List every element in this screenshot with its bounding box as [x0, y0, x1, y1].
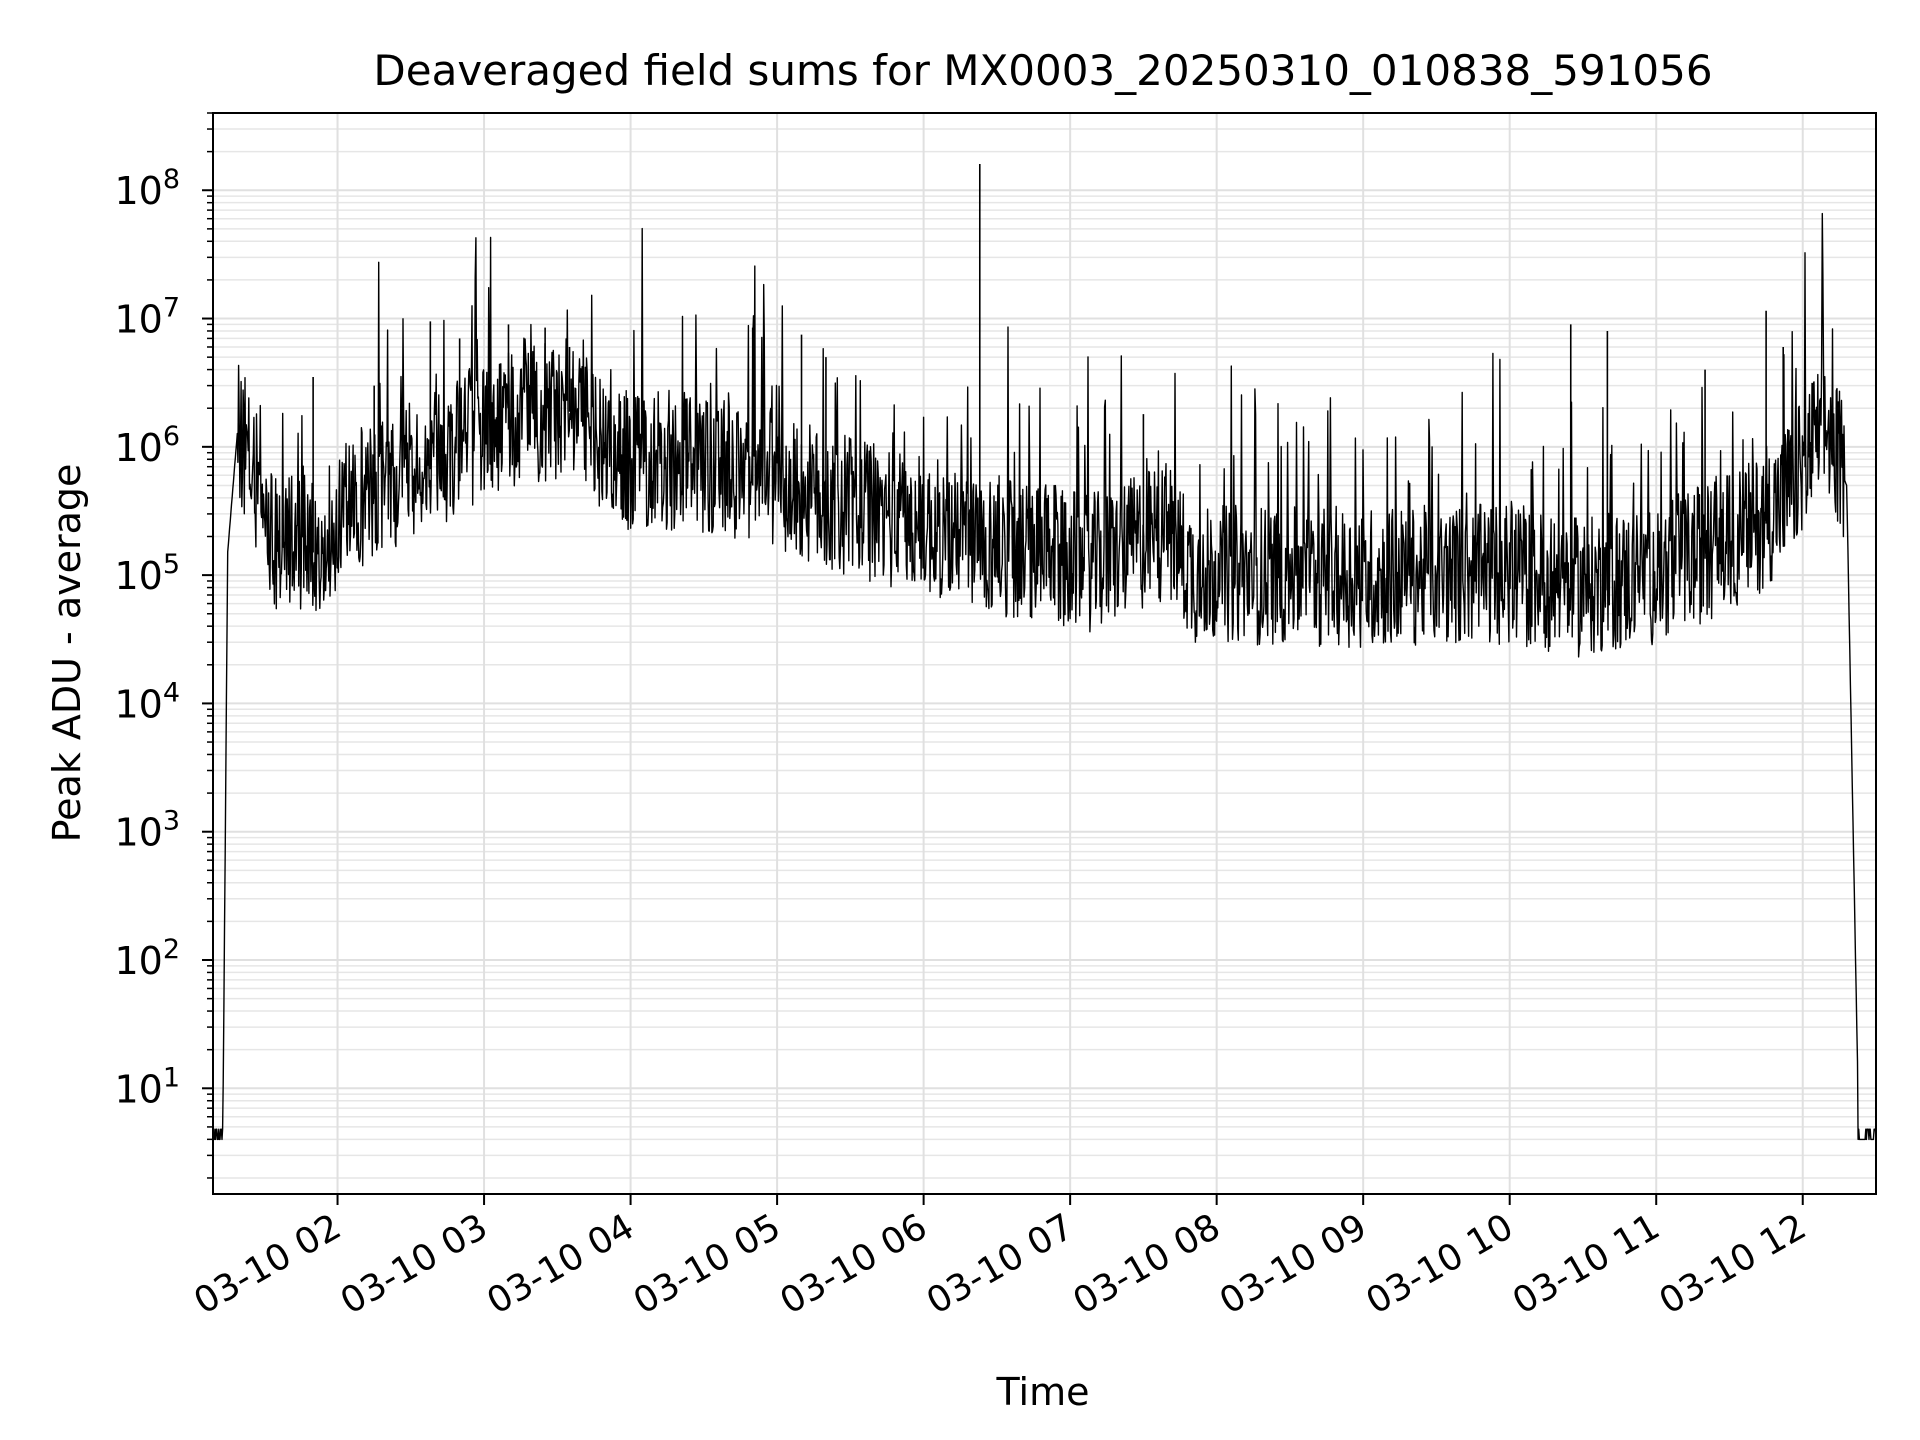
series-line [212, 212, 1877, 1141]
y-tick-label: 103 [114, 806, 180, 855]
y-tick-label: 107 [114, 293, 180, 342]
y-tick-label: 105 [114, 549, 180, 598]
y-tick-label: 106 [114, 421, 180, 470]
y-axis-label: Peak ADU - average [45, 464, 89, 843]
y-tick-label: 104 [114, 677, 180, 726]
chart-title: Deaveraged field sums for MX0003_2025031… [373, 46, 1712, 95]
plot-frame [212, 112, 1877, 1195]
plot-area [212, 164, 1877, 1141]
y-tick-label: 101 [114, 1062, 180, 1111]
y-tick-label: 102 [114, 934, 180, 983]
x-axis-label: Time [996, 1370, 1090, 1414]
y-tick-label: 108 [114, 164, 180, 213]
